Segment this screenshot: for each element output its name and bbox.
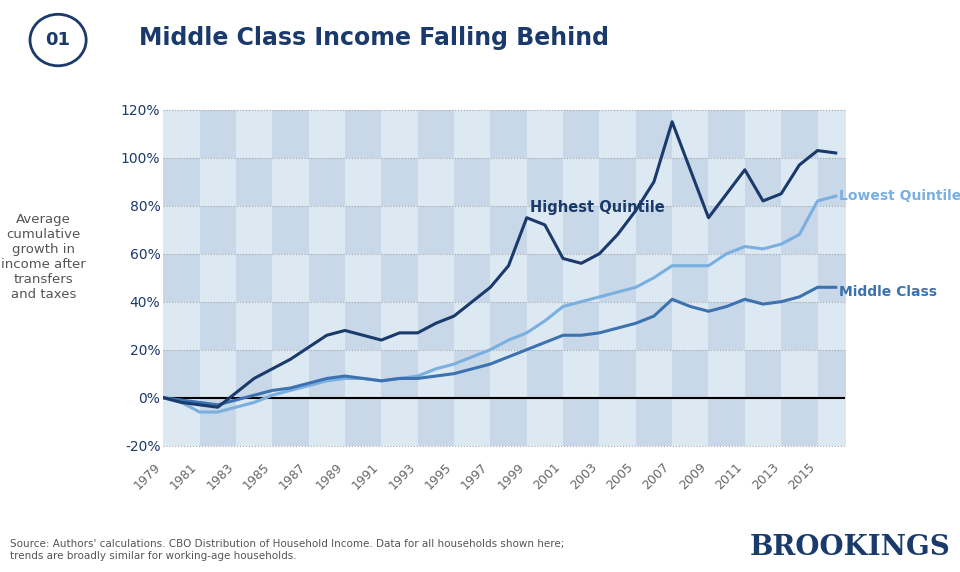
- Text: Middle Class Income Falling Behind: Middle Class Income Falling Behind: [139, 26, 610, 50]
- Text: Average
cumulative
growth in
income after
transfers
and taxes: Average cumulative growth in income afte…: [1, 213, 85, 301]
- Text: Lowest Quintile: Lowest Quintile: [839, 189, 960, 203]
- Text: Middle Class: Middle Class: [839, 285, 937, 299]
- Text: Highest Quintile: Highest Quintile: [530, 200, 665, 215]
- Text: Source: Authors' calculations. CBO Distribution of Household Income. Data for al: Source: Authors' calculations. CBO Distr…: [10, 539, 564, 561]
- Text: BROOKINGS: BROOKINGS: [750, 534, 950, 561]
- Text: 01: 01: [45, 31, 71, 49]
